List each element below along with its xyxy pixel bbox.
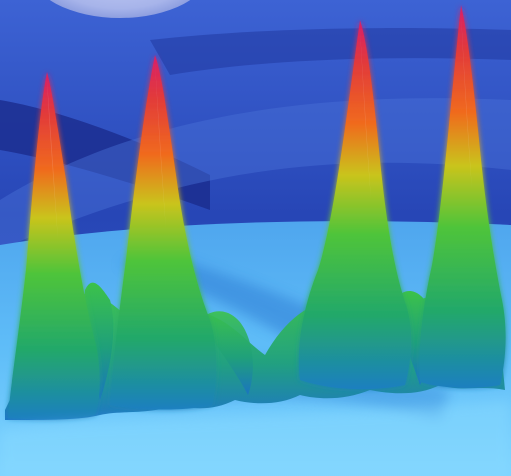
dark-band-top [150,28,511,75]
moon-disc [49,0,191,18]
peak-1 [8,72,100,420]
side-bump-1 [84,282,114,400]
peak-highlight [47,80,58,240]
peak-4 [419,5,506,388]
floor-foreground-glow [0,400,511,476]
light-band-mid [0,98,511,251]
peak-3 [298,20,412,390]
peak-2 [110,55,217,410]
side-bump-2 [200,311,253,395]
